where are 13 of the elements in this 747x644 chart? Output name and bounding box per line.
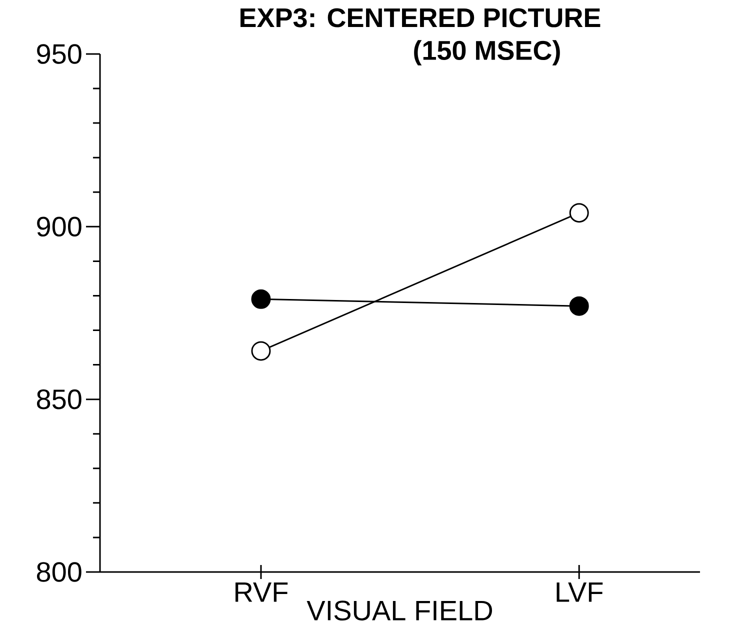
x-axis-title: VISUAL FIELD <box>306 600 492 620</box>
point <box>569 296 589 316</box>
chart-title: EXP3: CENTERED PICTURE <box>240 8 600 28</box>
x-tick-label: RVF <box>236 582 288 602</box>
point <box>569 203 589 223</box>
point <box>251 289 271 309</box>
point <box>251 341 271 361</box>
y-tick-label: 800 <box>36 562 82 582</box>
y-tick-label: 900 <box>37 216 82 237</box>
chart-subtitle: (150 MSEC) <box>414 40 560 66</box>
y-tick-label: 850 <box>36 389 82 410</box>
y-tick-label: 950 <box>37 44 82 64</box>
x-tick-label: LVF <box>556 582 603 602</box>
